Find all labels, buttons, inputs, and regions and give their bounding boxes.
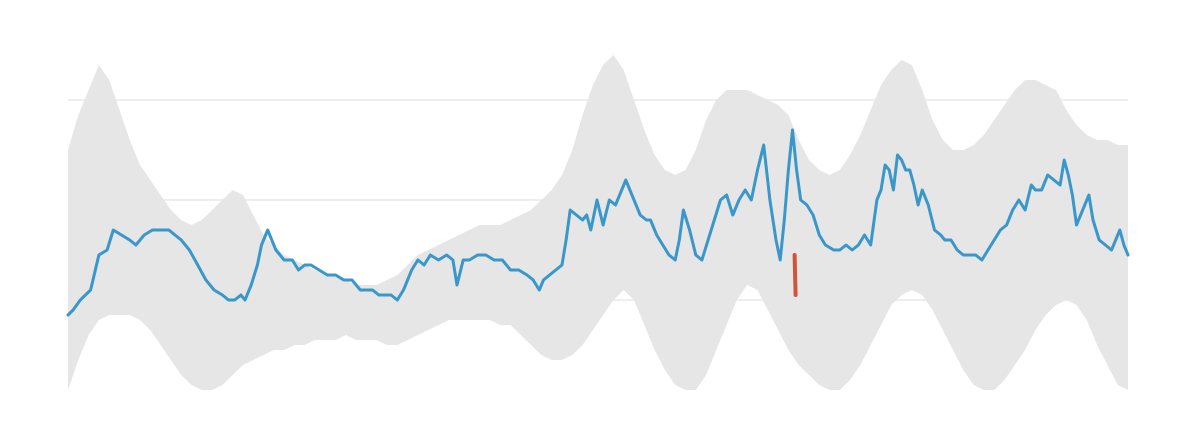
expected-range-area [68,55,1128,390]
actual-series-line [66,128,1130,317]
anomaly-segment [792,253,798,297]
series-lines [66,128,1130,317]
expected-range-band [68,55,1128,390]
